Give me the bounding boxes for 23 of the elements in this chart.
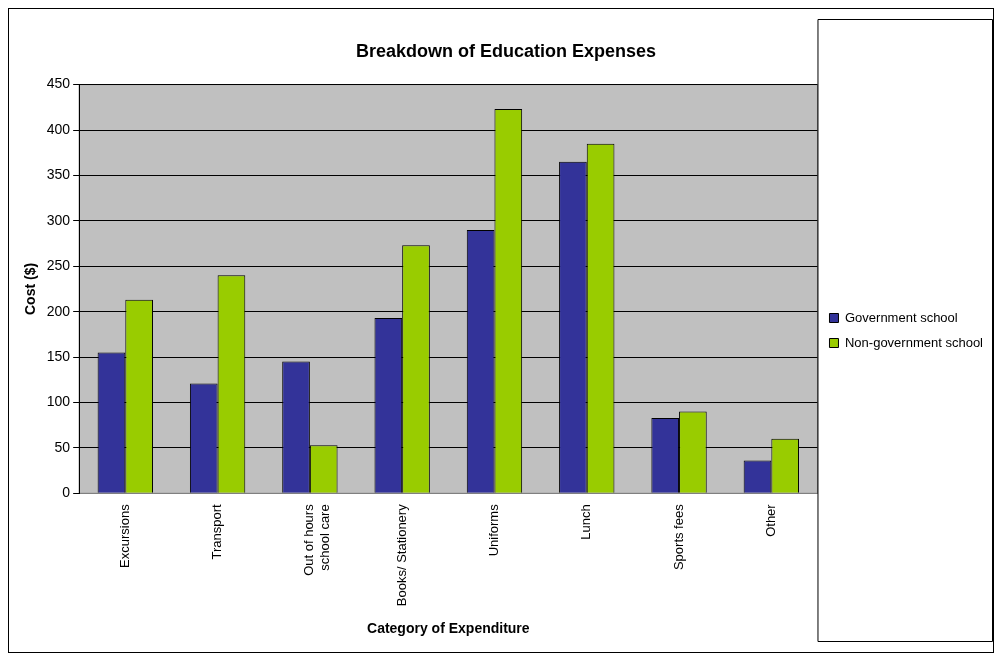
y-tick-label: 450	[46, 75, 71, 92]
x-tick-label: Excursions	[116, 503, 132, 568]
y-tick-label: 100	[46, 393, 71, 410]
x-tick-label: Books/ Stationery	[393, 503, 409, 607]
y-tick-label: 50	[54, 438, 71, 455]
x-tick-label: Lunch	[578, 504, 594, 540]
y-tick-label: 350	[46, 166, 71, 183]
chart-title: Breakdown of Education Expenses	[355, 40, 657, 61]
y-axis-title: Cost ($)	[22, 262, 39, 316]
x-tick-label: Other	[762, 503, 778, 537]
x-tick-label: Transport	[209, 503, 225, 560]
y-tick-label: 250	[46, 257, 71, 274]
y-tick-label: 200	[46, 302, 71, 319]
x-tick-label: Out of hours school care	[301, 503, 333, 576]
legend-label: Government school	[844, 309, 958, 325]
y-tick-label: 0	[62, 484, 71, 501]
x-axis-title: Category of Expenditure	[367, 620, 530, 637]
x-tick-label: Uniforms	[486, 503, 502, 557]
legend-label: Non-government school	[844, 334, 984, 350]
y-tick-label: 400	[46, 120, 71, 137]
y-tick-label: 150	[46, 347, 71, 364]
x-tick-label: Sports fees	[670, 503, 686, 571]
y-tick-label: 300	[46, 211, 71, 228]
